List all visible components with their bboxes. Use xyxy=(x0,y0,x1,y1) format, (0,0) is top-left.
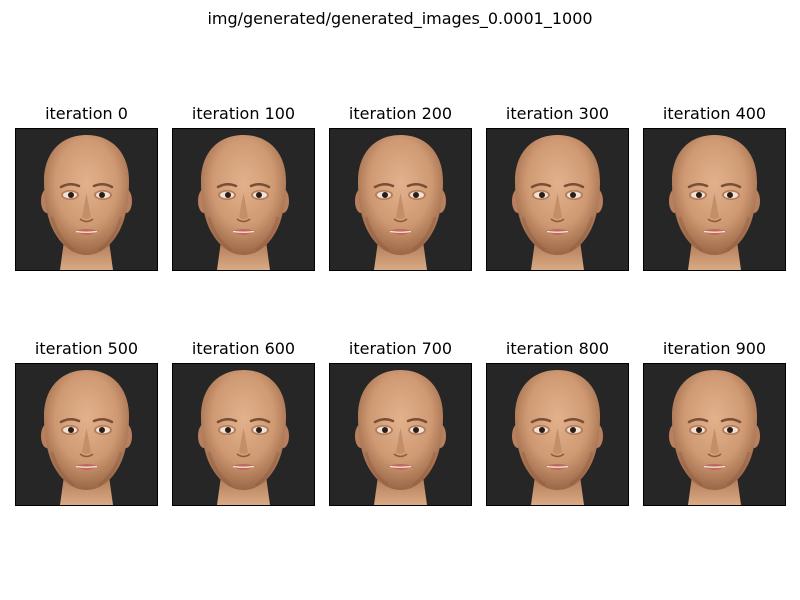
panel-title: iteration 900 xyxy=(662,339,767,358)
face-image xyxy=(643,363,786,506)
face-image xyxy=(643,128,786,271)
panel-title: iteration 0 xyxy=(45,104,128,123)
panel-title: iteration 700 xyxy=(348,339,453,358)
panel-title: iteration 600 xyxy=(191,339,296,358)
face-image xyxy=(15,128,158,271)
figure-title: img/generated/generated_images_0.0001_10… xyxy=(207,9,593,28)
face-render xyxy=(173,364,314,505)
panel-title: iteration 200 xyxy=(348,104,453,123)
face-image xyxy=(329,363,472,506)
face-render xyxy=(644,364,785,505)
face-image xyxy=(172,363,315,506)
face-render xyxy=(330,129,471,270)
panel-title: iteration 800 xyxy=(505,339,610,358)
face-image xyxy=(486,128,629,271)
face-render xyxy=(330,364,471,505)
face-image xyxy=(329,128,472,271)
face-render xyxy=(487,129,628,270)
panel-title: iteration 400 xyxy=(662,104,767,123)
face-image xyxy=(172,128,315,271)
face-render xyxy=(644,129,785,270)
face-image xyxy=(15,363,158,506)
panel-title: iteration 100 xyxy=(191,104,296,123)
panel-title: iteration 500 xyxy=(34,339,139,358)
face-render xyxy=(173,129,314,270)
face-render xyxy=(487,364,628,505)
face-image xyxy=(486,363,629,506)
panel-title: iteration 300 xyxy=(505,104,610,123)
face-render xyxy=(16,129,157,270)
face-render xyxy=(16,364,157,505)
